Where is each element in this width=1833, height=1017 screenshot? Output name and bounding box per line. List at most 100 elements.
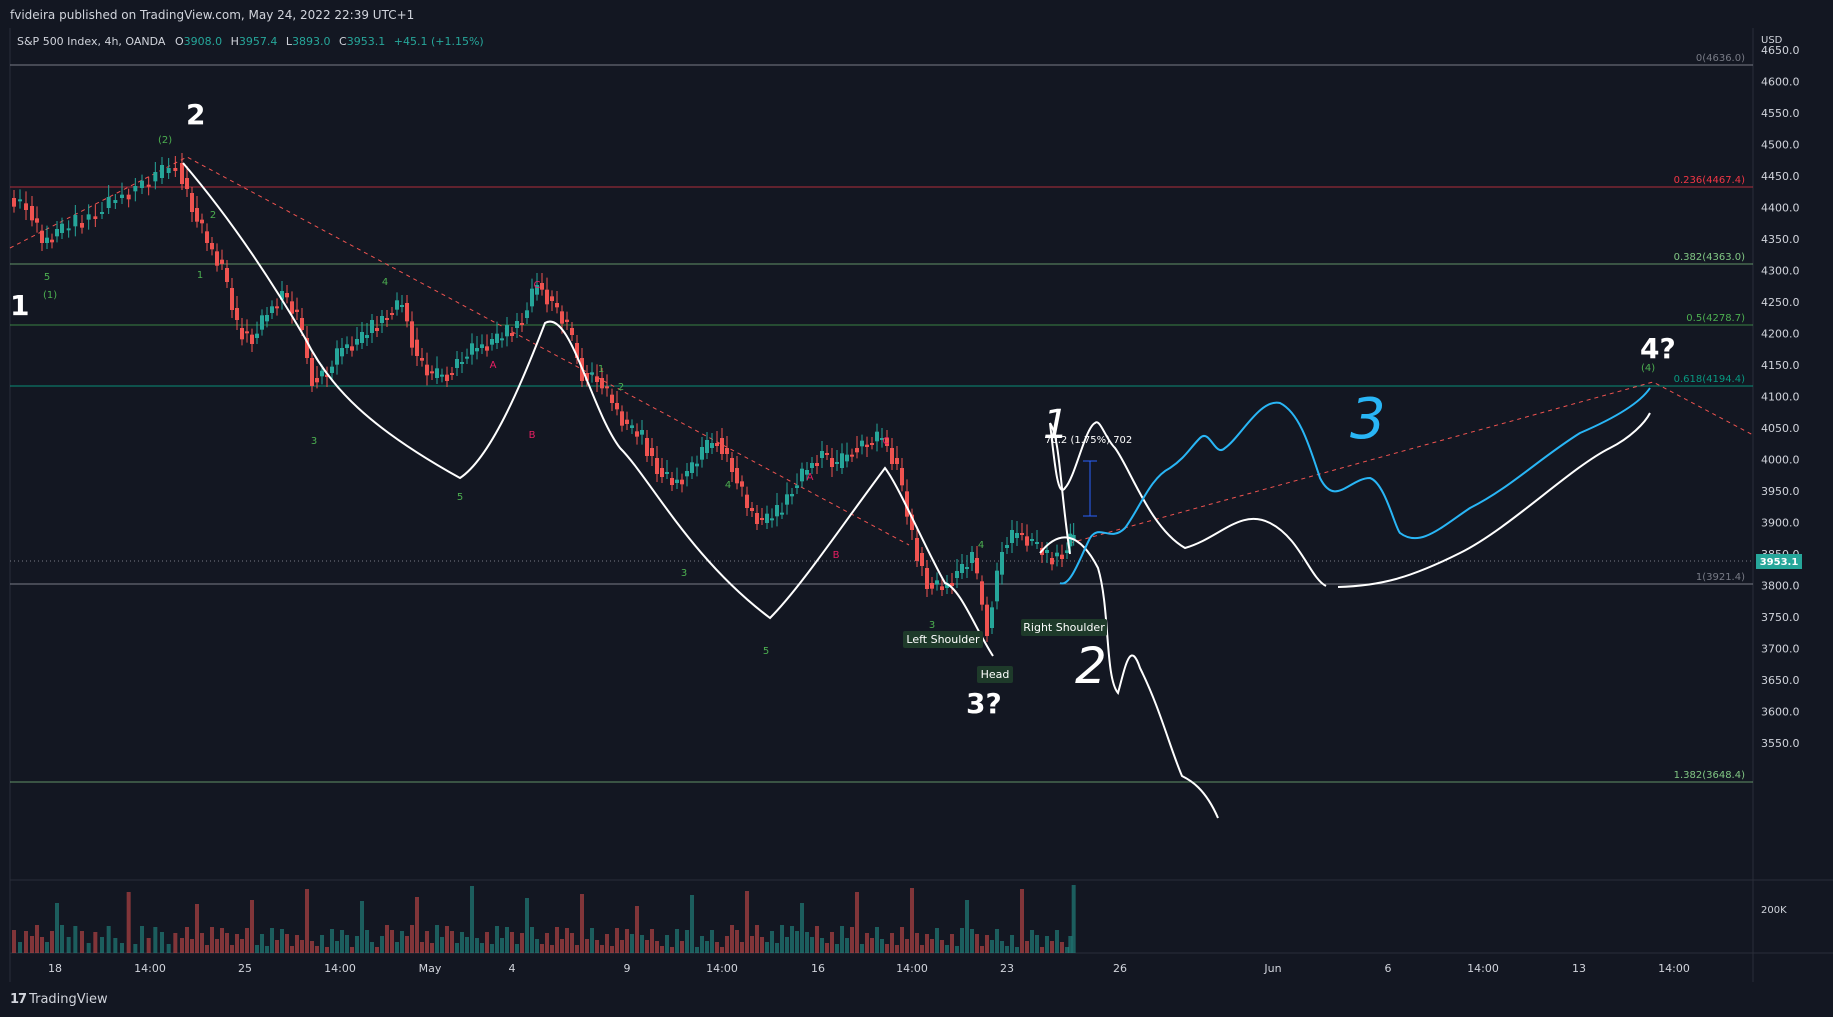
wave-count-label: B xyxy=(833,550,840,561)
candle-body xyxy=(840,453,844,468)
volume-bar xyxy=(250,900,254,953)
candle-body xyxy=(680,479,684,485)
fib-1-label: 1(3921.4) xyxy=(1696,572,1745,583)
time-axis[interactable]: 18 14:00 25 14:00 May 4 9 14:00 16 14:00 23 26 Jun 6 1… xyxy=(48,962,1690,975)
candle-body xyxy=(405,303,409,322)
candle-body xyxy=(1045,550,1049,553)
volume-bar xyxy=(330,929,334,953)
candle-body xyxy=(1025,536,1029,546)
volume-bar xyxy=(860,944,864,953)
candle-body xyxy=(590,372,594,375)
volume-bar xyxy=(430,943,434,953)
volume-bar xyxy=(166,944,171,953)
price-tick: 4350.0 xyxy=(1761,233,1800,246)
candle-body xyxy=(525,310,529,318)
volume-bar xyxy=(580,894,584,953)
wave-count-label: 1 xyxy=(197,270,203,281)
volume-bar xyxy=(495,926,499,953)
candle-body xyxy=(480,344,484,348)
candle-body xyxy=(720,438,724,454)
volume-bar xyxy=(895,945,899,953)
candle-body xyxy=(990,607,994,628)
candle-body xyxy=(235,308,239,320)
candle-body xyxy=(600,378,604,389)
high-value: 3957.4 xyxy=(239,35,278,48)
subwave-4: (4) xyxy=(1641,363,1655,374)
candle-body xyxy=(585,373,589,381)
time-tick: 18 xyxy=(48,962,62,975)
price-tick: 4500.0 xyxy=(1761,139,1800,152)
price-chart[interactable]: S&P 500 Index, 4h, OANDA O3908.0 H3957.4… xyxy=(0,28,1833,983)
candle-body xyxy=(435,368,439,378)
candle-body xyxy=(505,325,509,337)
volume-bar xyxy=(1025,941,1029,953)
wave-count-label: 3 xyxy=(929,620,935,631)
candle-body xyxy=(330,366,334,373)
volume-bar xyxy=(915,933,919,953)
volume-bar xyxy=(735,930,739,953)
volume-bar xyxy=(725,936,729,953)
candle-body xyxy=(275,306,279,309)
volume-bar xyxy=(153,927,158,953)
candle-body xyxy=(35,218,39,223)
price-tick: 3950.0 xyxy=(1761,485,1800,498)
volume-bar xyxy=(445,926,449,953)
candle-body xyxy=(173,168,178,171)
candle-body xyxy=(290,301,294,314)
volume-bar xyxy=(1035,935,1039,953)
volume-bar xyxy=(370,942,374,953)
candle-body xyxy=(1035,542,1039,544)
candle-body xyxy=(790,494,794,497)
wave-count-label: 2 xyxy=(210,210,216,221)
candle-body xyxy=(325,374,329,377)
candle-body xyxy=(50,239,54,243)
candle-body xyxy=(565,319,569,322)
fib-retracement[interactable]: 0(4636.0) 0.236(4467.4) 0.382(4363.0) 0.… xyxy=(10,53,1753,783)
volume-bar xyxy=(355,936,359,953)
projection-drawing[interactable] xyxy=(1059,387,1651,585)
time-tick: 14:00 xyxy=(1658,962,1690,975)
wave-count-label: 3 xyxy=(681,568,687,579)
volume-bar xyxy=(245,928,249,953)
left-shoulder-text: Left Shoulder xyxy=(906,633,980,646)
volume-bar xyxy=(460,932,464,953)
svg-text:S&P 500 Index, 4h, OANDA: S&P 500 Index, 4h, OANDA O3908.0 H3957.4… xyxy=(17,35,484,48)
volume-bar xyxy=(146,938,151,953)
volume-bar xyxy=(810,937,814,953)
candle-body xyxy=(475,348,479,352)
price-axis[interactable]: 4650.0 4600.0 4550.0 4500.0 4450.0 4400.0 4350… xyxy=(1761,44,1800,750)
symbol-name[interactable]: S&P 500 Index, 4h, OANDA xyxy=(17,35,166,48)
wave-2-label: 2 xyxy=(186,98,205,131)
right-shoulder-tag[interactable]: Right Shoulder xyxy=(1021,619,1107,636)
volume-bar xyxy=(300,940,304,953)
volume-bar xyxy=(280,929,284,953)
candle-body xyxy=(1071,535,1076,540)
symbol-legend[interactable]: S&P 500 Index, 4h, OANDA O3908.0 H3957.4… xyxy=(17,35,484,48)
volume-bar xyxy=(405,936,409,953)
volume-bar xyxy=(345,935,349,953)
head-tag[interactable]: Head xyxy=(977,666,1013,683)
elliott-wave-drawing[interactable] xyxy=(182,162,1651,819)
tradingview-logo[interactable]: 𝟭𝟳 TradingView xyxy=(10,992,108,1007)
candle-body xyxy=(335,348,339,365)
wave-1-label: 1 xyxy=(10,289,29,322)
left-shoulder-tag[interactable]: Left Shoulder xyxy=(903,631,983,648)
volume-bar xyxy=(765,942,769,953)
volume-bar xyxy=(925,934,929,953)
candle-body xyxy=(785,494,789,505)
volume-bar xyxy=(720,947,724,953)
time-tick: 23 xyxy=(1000,962,1014,975)
candle-body xyxy=(495,333,499,343)
candle-body xyxy=(40,230,44,243)
volume-bar xyxy=(845,938,849,953)
subwave-1: (1) xyxy=(43,290,57,301)
time-tick: Jun xyxy=(1263,962,1281,975)
candle-body xyxy=(100,212,104,214)
candle-body xyxy=(795,485,799,488)
volume-bar xyxy=(420,942,424,953)
candle-body xyxy=(705,440,709,453)
volume-bar xyxy=(50,931,54,953)
volume-bar xyxy=(730,925,734,953)
volume-bar xyxy=(930,939,934,953)
candlestick-series[interactable] xyxy=(12,153,1076,642)
